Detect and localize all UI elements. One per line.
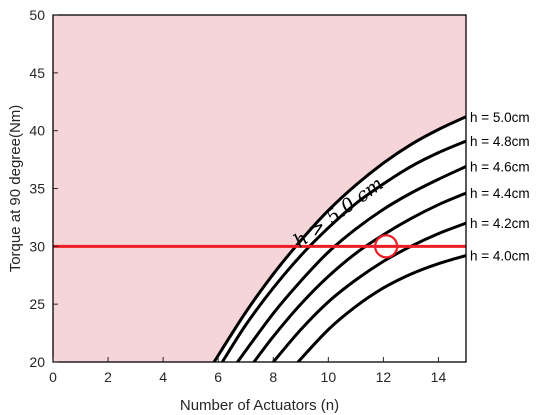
y-tick-label: 35 <box>29 181 45 197</box>
y-tick-label: 30 <box>29 238 45 254</box>
x-tick-label: 14 <box>431 369 447 385</box>
series-label-h-4-4cm: h = 4.4cm <box>470 186 530 201</box>
x-axis-title: Number of Actuators (n) <box>180 397 339 414</box>
x-tick-label: 2 <box>104 369 112 385</box>
y-axis-title: Torque at 90 degree(Nm) <box>7 105 24 273</box>
y-tick-label: 20 <box>29 354 45 370</box>
series-label-h-4-6cm: h = 4.6cm <box>470 160 530 175</box>
x-tick-label: 6 <box>214 369 222 385</box>
x-tick-label: 12 <box>376 369 392 385</box>
series-labels: h = 5.0cm h = 4.8cm h = 4.6cm h = 4.4cm h = … <box>470 110 530 264</box>
series-label-h-4-0cm: h = 4.0cm <box>470 249 530 264</box>
series-label-h-4-8cm: h = 4.8cm <box>470 134 530 149</box>
x-tick-label: 4 <box>159 369 167 385</box>
x-tick-label: 8 <box>269 369 277 385</box>
series-label-h-4-2cm: h = 4.2cm <box>470 216 530 231</box>
x-tick-label: 10 <box>321 369 337 385</box>
y-tick-label: 25 <box>29 296 45 312</box>
series-label-h-5-0cm: h = 5.0cm <box>470 110 530 125</box>
y-tick-label: 40 <box>29 123 45 139</box>
x-tick-label: 0 <box>49 369 57 385</box>
y-tick-label: 45 <box>29 65 45 81</box>
y-tick-label: 50 <box>29 7 45 23</box>
